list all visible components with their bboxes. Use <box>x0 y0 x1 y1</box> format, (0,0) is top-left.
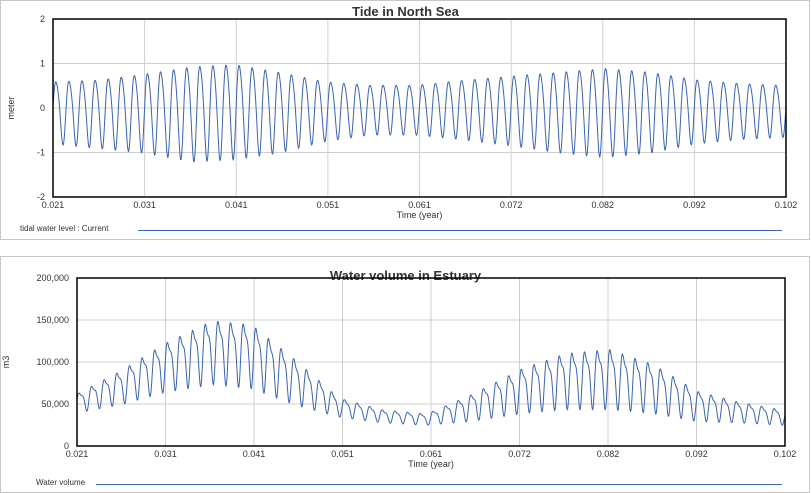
y-tick-label: -1 <box>37 148 45 158</box>
x-tick-label: 0.021 <box>66 449 89 459</box>
y-axis-label: m3 <box>1 356 11 369</box>
y-tick-label: 2 <box>40 14 45 24</box>
x-tick-label: 0.092 <box>685 449 708 459</box>
x-tick-label: 0.041 <box>225 200 248 210</box>
y-tick-label: 0 <box>40 103 45 113</box>
chart-title: Tide in North Sea <box>352 4 459 19</box>
y-tick-label: 50,000 <box>41 399 69 409</box>
chart-panel-tide: Tide in North Sea 0.021 0.031 0.041 0.051 0.… <box>0 0 811 240</box>
chart-panel-volume: Water volume in Estuary 0.021 0.031 0.041 0… <box>0 256 811 493</box>
legend-label: Water volume <box>36 478 86 487</box>
y-tick-label: 150,000 <box>36 315 69 325</box>
x-tick-label: 0.061 <box>408 200 431 210</box>
volume-chart: 0.021 0.031 0.041 0.051 0.061 0.072 0.082 0.092… <box>1 273 797 469</box>
x-tick-label: 0.061 <box>420 449 443 459</box>
plot-frame <box>52 18 787 198</box>
y-tick-label: 200,000 <box>36 273 69 283</box>
x-tick-label: 0.051 <box>317 200 340 210</box>
x-axis-label: Time (year) <box>397 210 443 220</box>
x-tick-label: 0.041 <box>243 449 266 459</box>
x-tick-label: 0.102 <box>775 200 798 210</box>
series-line <box>52 64 787 163</box>
x-tick-label: 0.092 <box>683 200 706 210</box>
x-tick-label: 0.082 <box>591 200 614 210</box>
x-tick-label: 0.021 <box>42 200 65 210</box>
y-tick-label: 1 <box>40 59 45 69</box>
y-tick-label: 0 <box>64 441 69 451</box>
x-tick-label: 0.072 <box>508 449 531 459</box>
panel-frame <box>0 0 810 240</box>
legend-line <box>96 484 782 485</box>
tide-chart: 0.021 0.031 0.041 0.051 0.061 0.072 0.082 0.092… <box>6 14 798 220</box>
x-tick-label: 0.051 <box>331 449 354 459</box>
x-tick-label: 0.031 <box>133 200 156 210</box>
y-tick-label: -2 <box>37 192 45 202</box>
chart-title: Water volume in Estuary <box>329 268 482 283</box>
y-tick-label: 100,000 <box>36 357 69 367</box>
legend-label: tidal water level : Current <box>20 224 109 233</box>
legend-line <box>138 230 782 231</box>
plot-frame <box>76 277 786 447</box>
series-line <box>76 321 786 426</box>
x-tick-label: 0.102 <box>774 449 797 459</box>
x-tick-label: 0.082 <box>597 449 620 459</box>
y-axis-label: meter <box>6 96 16 119</box>
x-axis-label: Time (year) <box>408 459 454 469</box>
x-tick-label: 0.031 <box>154 449 177 459</box>
x-tick-label: 0.072 <box>500 200 523 210</box>
